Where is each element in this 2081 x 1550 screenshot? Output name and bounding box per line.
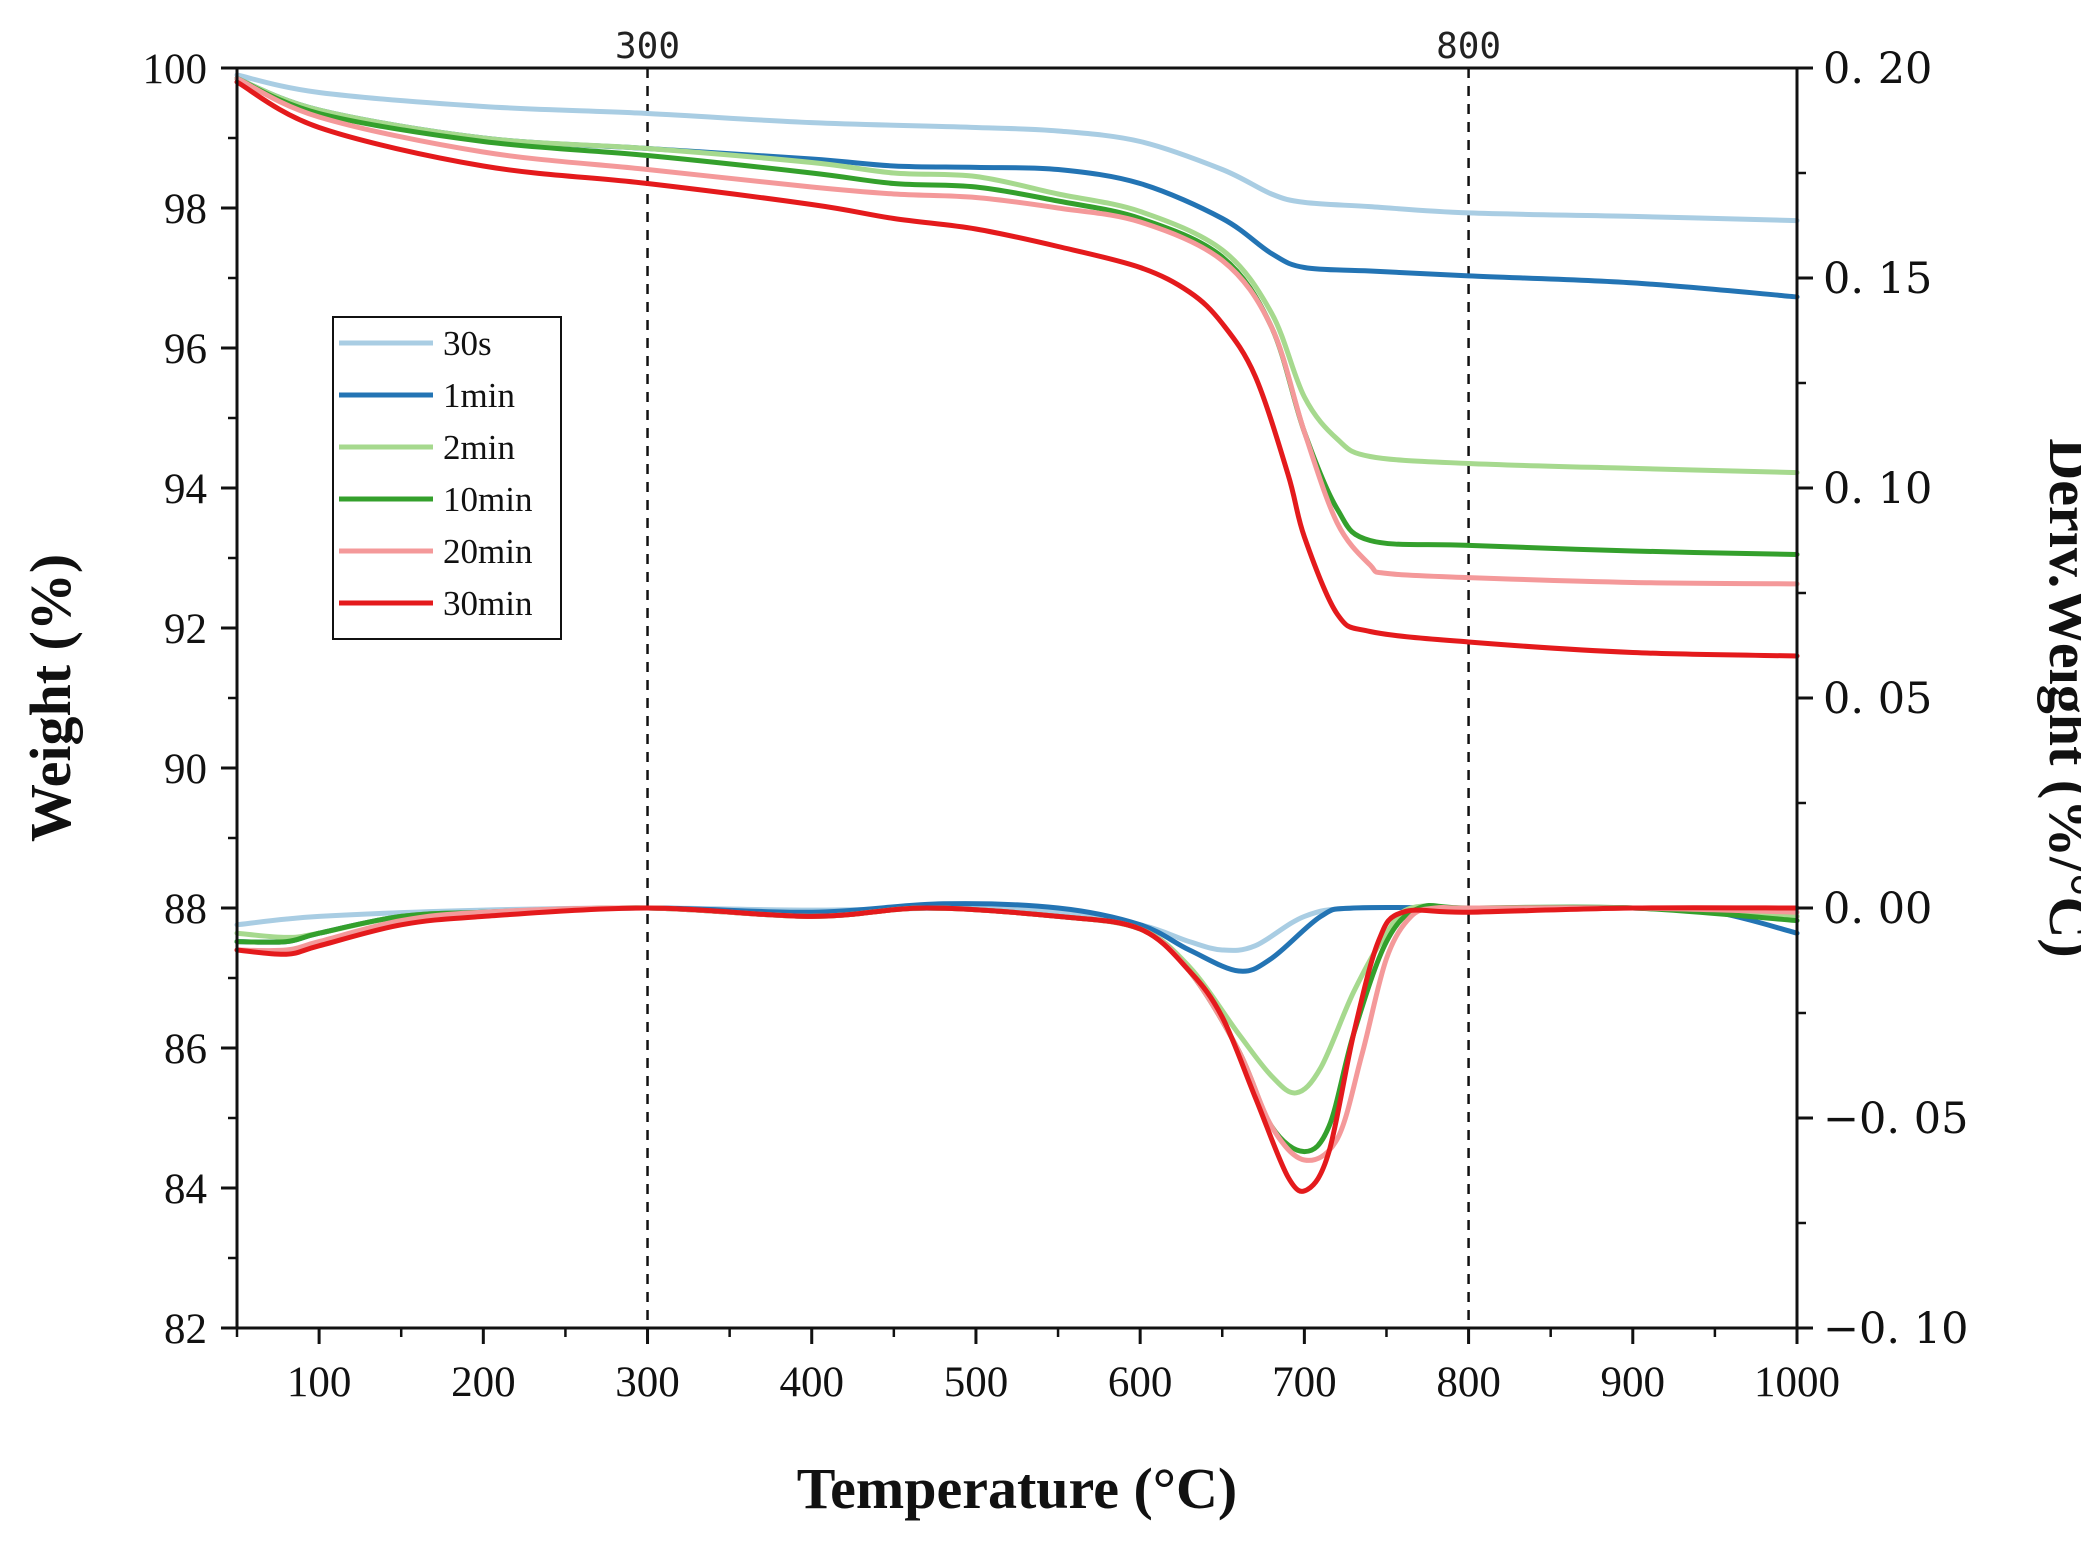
legend-box [332, 316, 562, 640]
legend-label-30s: 30s [443, 324, 492, 363]
x-tick-label: 100 [287, 1359, 352, 1406]
y-tick-label: 86 [164, 1026, 207, 1073]
y-tick-label: 96 [164, 326, 207, 373]
deriv-line-20min [234, 904, 1800, 1163]
legend-label-2min: 2min [443, 428, 515, 467]
y-tick-label: 100 [143, 46, 208, 93]
x-tick-label: 500 [944, 1359, 1009, 1406]
weight-line-1min [234, 76, 1800, 300]
deriv-line-2min [234, 903, 1800, 1096]
x-tick-label: 200 [451, 1359, 516, 1406]
y-tick-label: 82 [164, 1306, 207, 1353]
plot-frame [235, 66, 1799, 1330]
y-tick-label: 98 [164, 186, 207, 233]
x-tick-label: 600 [1108, 1359, 1173, 1406]
x-tick-label: 400 [779, 1359, 844, 1406]
y2-tick-label: −0. 10 [1823, 1304, 1968, 1354]
reference-label-800: 800 [1436, 26, 1501, 67]
weight-line-20min [234, 76, 1800, 587]
y2-tick-label: 0. 00 [1823, 884, 1932, 934]
y2-axis-title: Deriv.Weight (%/°C) [2037, 438, 2081, 957]
y2-tick-label: 0. 20 [1823, 44, 1932, 94]
reference-label-300: 300 [615, 26, 680, 67]
y-tick-label: 88 [164, 886, 207, 933]
legend-label-1min: 1min [443, 376, 515, 415]
weight-line-30min [234, 79, 1800, 659]
y-tick-label: 92 [164, 606, 207, 653]
legend-label-20min: 20min [443, 532, 532, 571]
y2-tick-label: −0. 05 [1823, 1094, 1968, 1144]
deriv-line-10min [234, 903, 1800, 1155]
legend-label-30min: 30min [443, 584, 532, 623]
y2-tick-label: 0. 10 [1823, 464, 1932, 514]
deriv-line-30min [234, 905, 1800, 1194]
x-tick-label: 900 [1601, 1359, 1666, 1406]
legend-label-10min: 10min [443, 480, 532, 519]
x-axis-title: Temperature (°C) [797, 1456, 1237, 1521]
y-tick-label: 90 [164, 746, 207, 793]
x-tick-label: 300 [615, 1359, 680, 1406]
x-tick-label: 1000 [1754, 1359, 1840, 1406]
y-axis-title: Weight (%) [18, 554, 83, 842]
x-tick-label: 800 [1436, 1359, 1501, 1406]
weight-line-30s [234, 72, 1800, 224]
weight-line-2min [234, 76, 1800, 476]
y2-tick-label: 0. 05 [1823, 674, 1932, 724]
y-tick-label: 84 [164, 1166, 207, 1213]
x-tick-label: 700 [1272, 1359, 1337, 1406]
y-tick-label: 94 [164, 466, 207, 513]
weight-line-10min [234, 76, 1800, 557]
y2-tick-label: 0. 15 [1823, 254, 1932, 304]
